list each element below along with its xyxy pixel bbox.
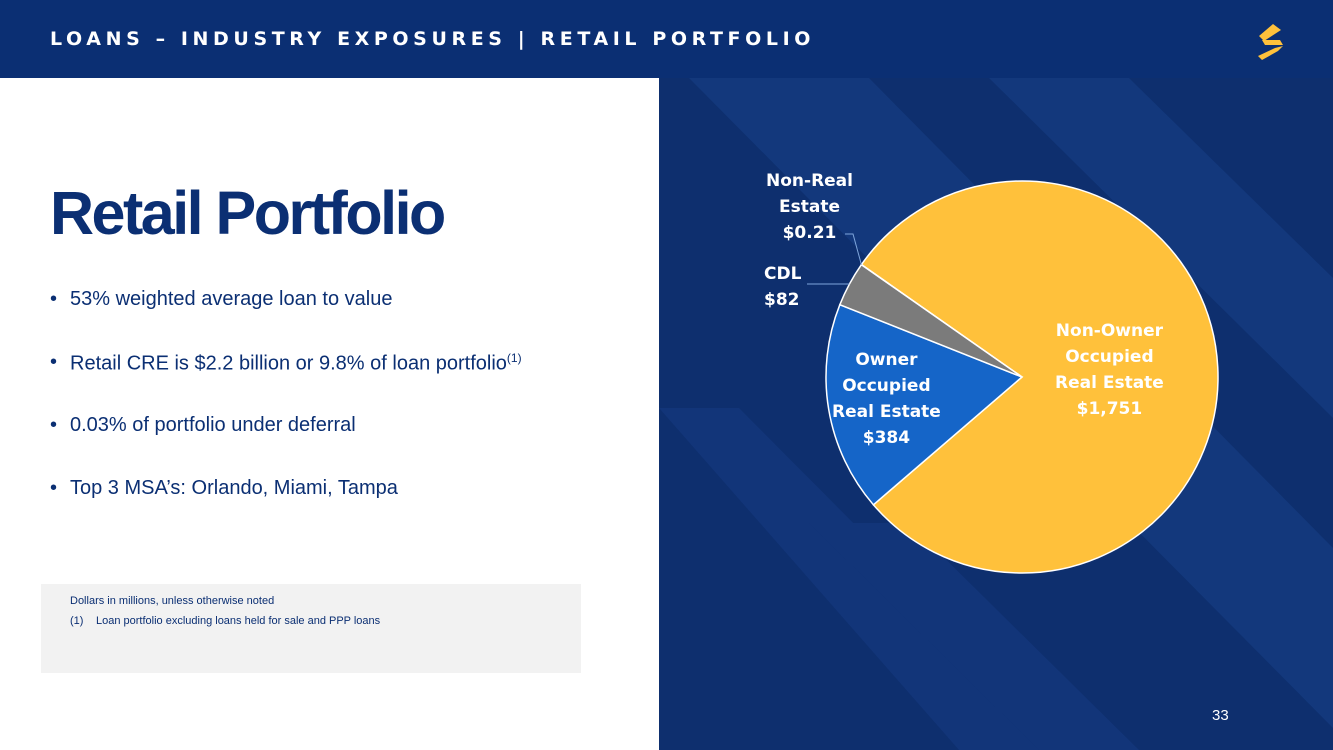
footnote-box: Dollars in millions, unless otherwise no… (41, 584, 581, 673)
bullet-text: Top 3 MSA’s: Orlando, Miami, Tampa (70, 477, 398, 499)
slice-label-line: Occupied (842, 376, 931, 396)
pie-slice-non-owner-occupied (860, 180, 1219, 574)
slice-label-line: Non-Owner (1055, 321, 1164, 341)
bullet-item: 0.03% of portfolio under deferral (50, 414, 522, 477)
slice-label-line: Real Estate (832, 402, 941, 422)
slice-label-line: Owner (855, 350, 918, 370)
footnote-text: Loan portfolio excluding loans held for … (96, 615, 381, 627)
footnote-marker: (1) (506, 351, 522, 365)
slice-label-owner-occupied: Owner Occupied Real Estate $384 (832, 347, 941, 451)
bullet-item: Retail CRE is $2.2 billion or 9.8% of lo… (50, 351, 522, 414)
bullet-text: 0.03% of portfolio under deferral (70, 414, 356, 436)
slice-value-label: $0.21 (782, 223, 837, 243)
slice-value-label: $82 (764, 290, 800, 310)
page-number: 33 (1212, 707, 1229, 724)
pie-slice-owner-occupied (825, 303, 1024, 506)
footnote-number: (1) (70, 615, 84, 627)
company-logo-icon (1258, 24, 1283, 60)
footnote-units: Dollars in millions, unless otherwise no… (70, 595, 275, 607)
page-title: Retail Portfolio (50, 179, 446, 247)
header-bar: LOANS – INDUSTRY EXPOSURES | RETAIL PORT… (0, 0, 1333, 78)
slice-value-label: $384 (862, 428, 911, 448)
bullet-list: 53% weighted average loan to value Retai… (50, 288, 522, 540)
slice-label-cdl: CDL $82 (764, 261, 801, 313)
bullet-text: 53% weighted average loan to value (70, 288, 393, 310)
slice-label-non-real-estate: Non-Real Estate $0.21 (766, 168, 853, 246)
slice-label-line: CDL (764, 264, 802, 284)
slice-label-line: Occupied (1065, 347, 1154, 367)
slice-label-line: Estate (778, 197, 840, 217)
leader-line-non-real-estate (845, 233, 862, 265)
footnote-1: (1) Loan portfolio excluding loans held f… (70, 615, 380, 627)
slice-label-non-owner-occupied: Non-Owner Occupied Real Estate $1,751 (1055, 318, 1164, 422)
slice-label-line: Real Estate (1055, 373, 1164, 393)
slice-label-line: Non-Real (766, 171, 853, 191)
bullet-item: 53% weighted average loan to value (50, 288, 522, 351)
slice-value-label: $1,751 (1076, 399, 1143, 419)
bullet-item: Top 3 MSA’s: Orlando, Miami, Tampa (50, 477, 522, 540)
header-title: LOANS – INDUSTRY EXPOSURES | RETAIL PORT… (50, 28, 816, 50)
bullet-text: Retail CRE is $2.2 billion or 9.8% of lo… (70, 352, 507, 375)
